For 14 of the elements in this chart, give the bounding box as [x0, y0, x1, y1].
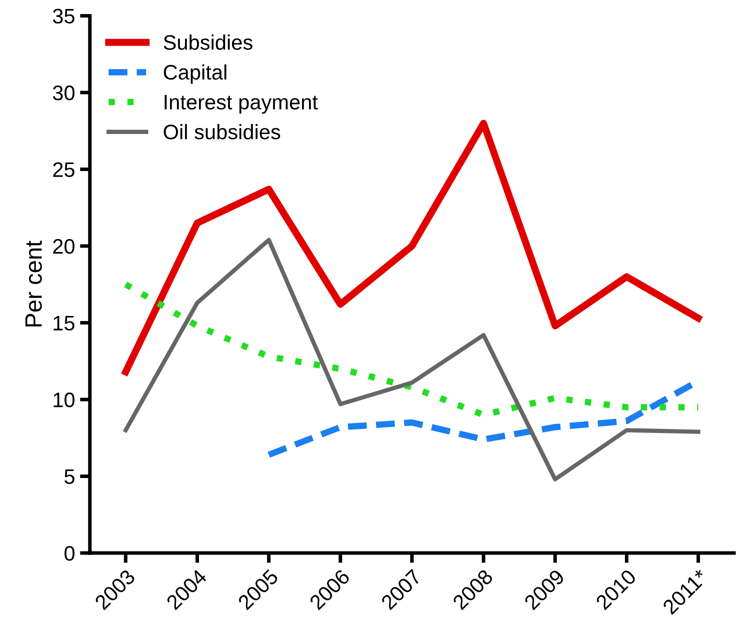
y-tick-label: 15	[54, 316, 74, 331]
y-tick-label: 10	[54, 392, 74, 408]
legend-label: Interest payment	[164, 94, 318, 114]
line-series	[124, 238, 700, 482]
y-axis-title: Per cent	[25, 240, 42, 326]
y-tick-label: 30	[52, 86, 74, 100]
y-tick-label: 5	[64, 469, 74, 484]
legend-label: Capital	[164, 64, 226, 84]
y-tick-label: 25	[53, 162, 74, 178]
y-tick-label: 0	[64, 546, 74, 561]
y-tick-label: 35	[52, 8, 74, 24]
y-tick-label: 20	[53, 239, 74, 254]
legend-label: Oil subsidies	[164, 124, 280, 140]
legend-label: Subsidies	[164, 34, 252, 50]
